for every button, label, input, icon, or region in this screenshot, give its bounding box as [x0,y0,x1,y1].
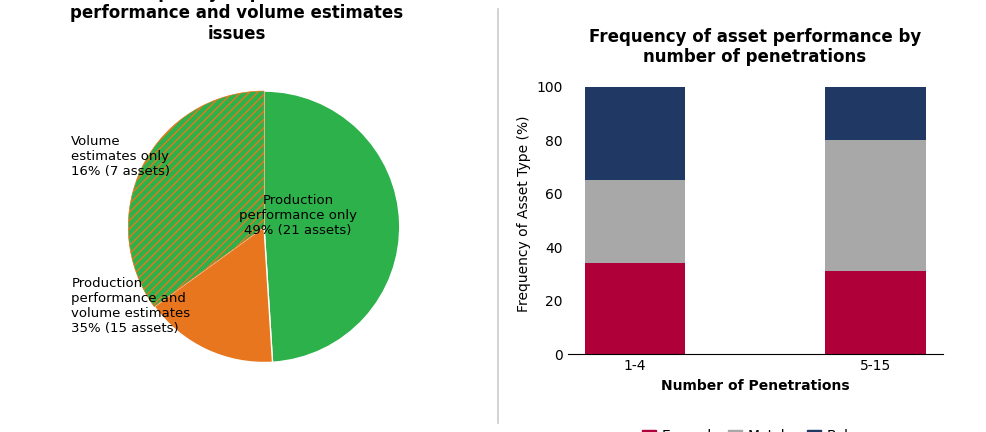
Text: Production
performance and
volume estimates
35% (15 assets): Production performance and volume estima… [71,276,190,334]
Text: Production
performance only
49% (21 assets): Production performance only 49% (21 asse… [239,194,357,238]
Y-axis label: Frequency of Asset Type (%): Frequency of Asset Type (%) [517,116,530,312]
Bar [824,87,925,140]
Wedge shape [128,91,264,307]
Bar [824,140,925,271]
Legend: Exceed, Match, Below: Exceed, Match, Below [636,423,873,432]
Wedge shape [263,91,399,362]
Title: Frequency of production
performance and volume estimates
issues: Frequency of production performance and … [70,0,403,43]
Bar [584,87,684,181]
Text: Volume
estimates only
16% (7 assets): Volume estimates only 16% (7 assets) [71,135,171,178]
Bar [584,181,684,264]
Bar [584,264,684,354]
Title: Frequency of asset performance by
number of penetrations: Frequency of asset performance by number… [589,28,920,67]
Wedge shape [154,227,272,362]
X-axis label: Number of Penetrations: Number of Penetrations [660,379,849,393]
Bar [824,271,925,354]
